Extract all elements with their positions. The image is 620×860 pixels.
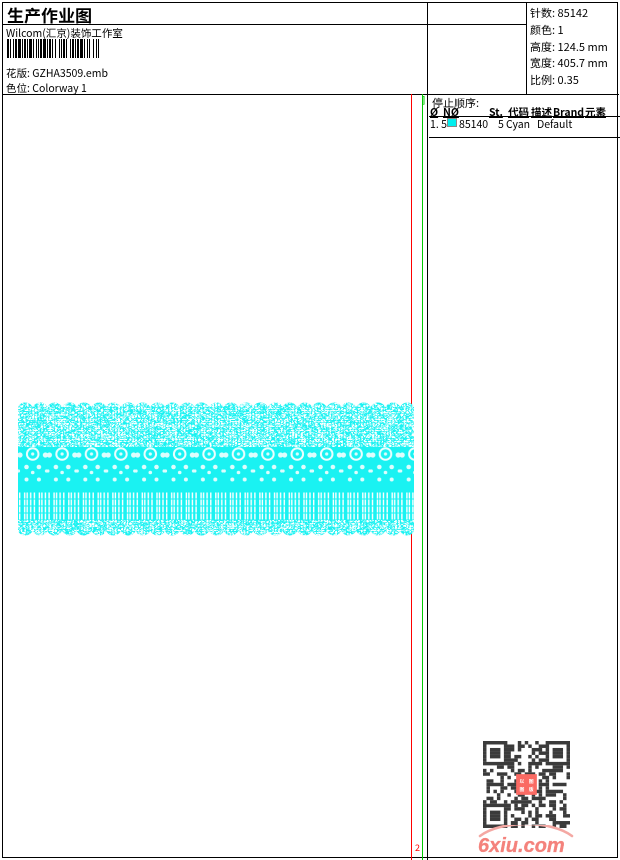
svg-text:6xiu.com: 6xiu.com [478, 835, 565, 855]
svg-text:版: 版 [529, 786, 534, 793]
svg-text:以: 以 [519, 778, 524, 785]
svg-text:图: 图 [519, 786, 524, 793]
svg-text:图: 图 [529, 778, 534, 785]
